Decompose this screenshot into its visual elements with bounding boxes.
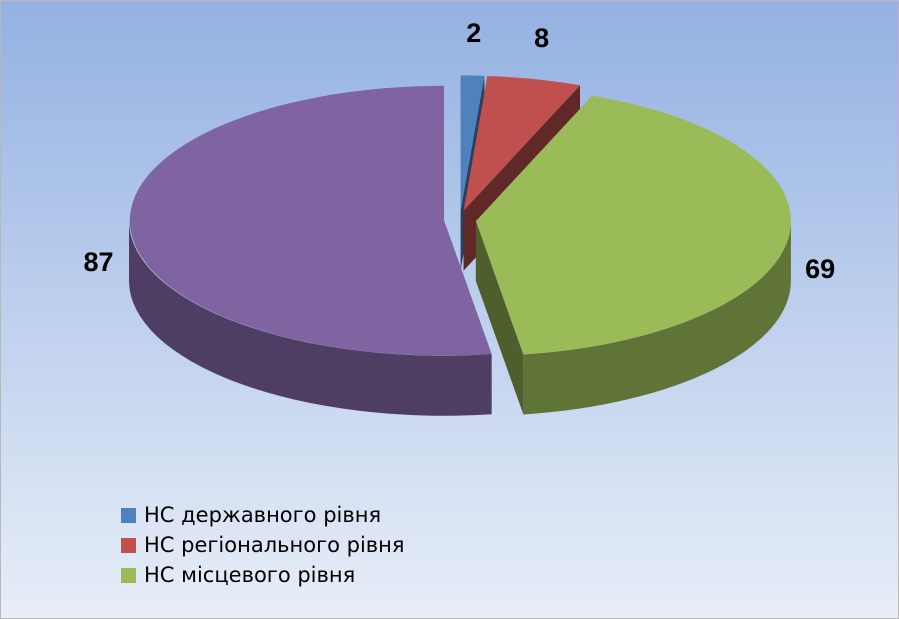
legend-label: НС регіонального рівня (144, 533, 405, 557)
legend-label: НС державного рівня (144, 503, 381, 527)
legend-swatch (121, 568, 136, 583)
slice (129, 85, 492, 356)
data-label: 2 (466, 18, 481, 48)
legend-swatch (121, 508, 136, 523)
slice (460, 75, 485, 211)
slice (475, 95, 791, 355)
legend-swatch (121, 538, 136, 553)
legend-label: НС місцевого рівня (144, 563, 355, 587)
data-label: 69 (805, 254, 835, 284)
slice-wall (128, 220, 492, 416)
data-label: 8 (534, 23, 549, 53)
slice (463, 76, 580, 211)
data-label: 87 (84, 247, 114, 277)
slice-wall (523, 221, 791, 415)
slice-side (475, 221, 524, 415)
